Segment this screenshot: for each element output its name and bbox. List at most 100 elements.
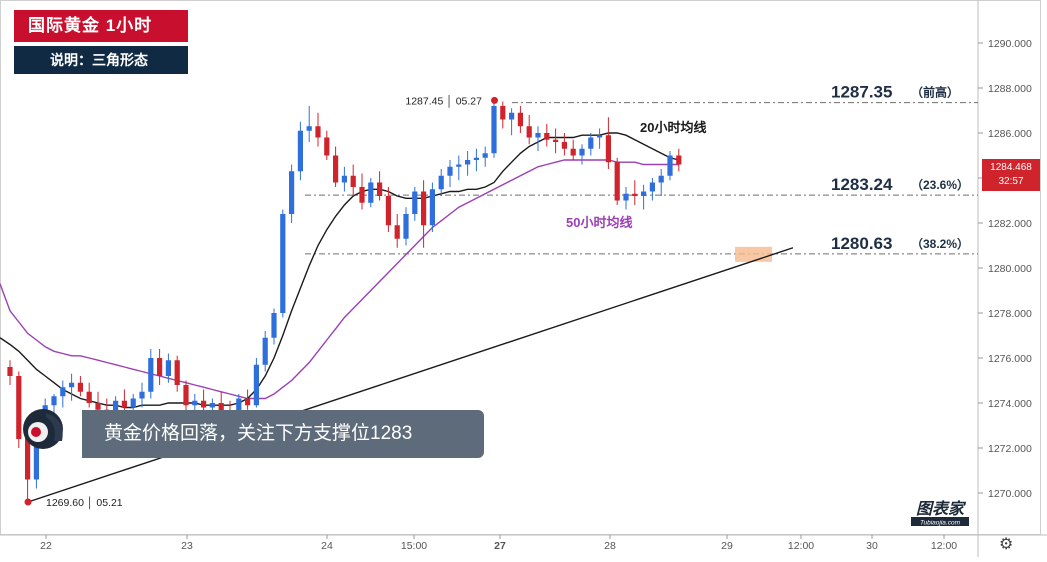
candle-body (350, 175, 356, 187)
candle-body (491, 106, 497, 154)
candle-body (377, 182, 383, 196)
candle-body (218, 403, 224, 412)
low-marker (24, 498, 32, 506)
candle-body (165, 360, 171, 376)
settings-gear-icon[interactable]: ⚙ (999, 536, 1014, 553)
candle-body (570, 148, 576, 156)
level-tag-label: （38.2%） (911, 236, 969, 251)
candle-body (438, 175, 444, 190)
candle-body (333, 155, 339, 183)
support-zone-box (735, 246, 772, 262)
candle-body (553, 139, 559, 142)
price-tick-label: 1290.000 (988, 38, 1032, 50)
candle-body (517, 112, 523, 127)
time-tick-label: 12:00 (788, 540, 814, 552)
candle-body (16, 376, 22, 439)
candle-body (95, 403, 101, 410)
candle-body (658, 175, 664, 183)
ma20-label: 20小时均线 (640, 120, 706, 135)
ma50-line (0, 159, 679, 400)
candle-body (174, 360, 180, 385)
candle-body (253, 364, 259, 406)
candle-body (289, 171, 295, 214)
candle-body (157, 358, 163, 376)
candle-body (192, 400, 198, 406)
pattern-note: 说明：三角形态 (14, 46, 188, 74)
candle-body (341, 175, 347, 183)
time-tick-label: 30 (866, 540, 878, 552)
time-tick-label: 28 (604, 540, 616, 552)
candle-body (183, 385, 189, 406)
candle-body (561, 142, 567, 149)
price-tick-label: 1272.000 (988, 443, 1032, 455)
level-tag-label: （23.6%） (911, 177, 969, 192)
candle-body (447, 166, 453, 176)
low-annotation: 1269.60 │ 05.21 (46, 496, 123, 510)
price-tick-label: 1288.000 (988, 83, 1032, 95)
bar-countdown: 32:57 (998, 176, 1024, 187)
candle-body (544, 133, 550, 140)
candle-body (482, 153, 488, 158)
candle-body (60, 387, 66, 397)
time-tick-label: 23 (181, 540, 193, 552)
candle-body (667, 155, 673, 176)
time-tick-label: 12:00 (931, 540, 957, 552)
candle-body (148, 358, 154, 392)
level-price-label: 1280.63 (831, 234, 892, 253)
candle-body (421, 191, 427, 226)
time-tick-label: 15:00 (401, 540, 427, 552)
candle-body (403, 214, 409, 239)
candle-body (236, 398, 242, 421)
candle-body (306, 126, 312, 131)
candle-body (262, 337, 268, 365)
svg-text:Tubiaojia.com: Tubiaojia.com (920, 520, 961, 527)
ascending-trendline (27, 247, 794, 503)
high-marker (491, 96, 498, 104)
candle-body (315, 126, 321, 138)
candle-body (456, 164, 462, 167)
candle-body (614, 162, 620, 201)
level-price-label: 1287.35 (831, 83, 892, 102)
price-tick-label: 1276.000 (988, 353, 1032, 365)
candle-body (77, 382, 83, 392)
candle-body (139, 391, 145, 399)
candle-body (465, 160, 471, 165)
high-annotation: 1287.45 │ 05.27 (405, 94, 482, 108)
price-tick-label: 1278.000 (988, 308, 1032, 320)
candle-body (526, 126, 532, 138)
candle-body (359, 187, 365, 203)
candle-body (473, 157, 479, 160)
candle-body (280, 214, 286, 313)
candle-body (33, 421, 39, 480)
candle-body (271, 313, 277, 338)
price-tick-label: 1274.000 (988, 398, 1032, 410)
time-tick-label: 27 (494, 540, 506, 552)
candle-body (297, 130, 303, 172)
svg-text:图表家: 图表家 (916, 500, 967, 518)
candle-body (209, 403, 215, 408)
analyst-avatar-icon (23, 409, 63, 449)
instrument-title: 国际黄金 1小时 (14, 10, 188, 42)
candle-body (130, 398, 136, 408)
candle-body (649, 182, 655, 192)
current-price: 1284.468 (990, 162, 1032, 173)
candle-body (7, 367, 13, 376)
candle-body (324, 137, 330, 156)
candle-body (394, 225, 400, 239)
time-tick-label: 24 (321, 540, 333, 552)
candle-body (69, 382, 75, 388)
candle-body (676, 155, 682, 165)
level-tag-label: （前高） (911, 85, 959, 100)
candle-body (368, 182, 374, 203)
candle-body (201, 400, 207, 408)
watermark-logo: 图表家 Tubiaojia.com (911, 500, 969, 527)
candle-body (605, 135, 611, 163)
candle-body (25, 436, 31, 480)
candle-body (412, 191, 418, 214)
price-tick-label: 1282.000 (988, 218, 1032, 230)
candle-body (113, 400, 119, 412)
candle-body (245, 398, 251, 406)
candle-body (597, 135, 603, 138)
